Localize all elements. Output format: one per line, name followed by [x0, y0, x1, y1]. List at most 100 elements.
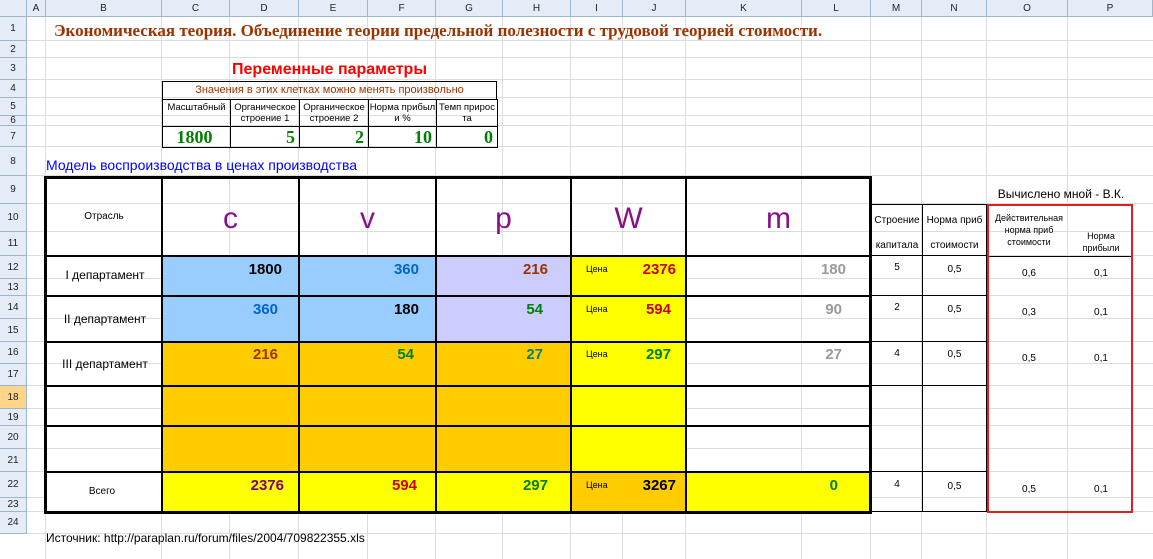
row-header-6[interactable]: 6 [0, 115, 27, 126]
cell-w-row1[interactable] [571, 256, 686, 296]
column-header-a[interactable]: A [27, 0, 46, 17]
row-header-9[interactable]: 9 [0, 176, 27, 204]
row-header-17[interactable]: 17 [0, 364, 27, 386]
row-header-23[interactable]: 23 [0, 498, 27, 512]
sheet-title: Экономическая теория. Объединение теории… [54, 21, 823, 40]
value-v-total: 594 [391, 477, 417, 494]
column-header-l[interactable]: L [802, 0, 871, 17]
param-value-3[interactable]: 2 [299, 126, 369, 148]
column-header-m[interactable]: M [871, 0, 922, 17]
cell-w-row4[interactable] [571, 386, 686, 426]
column-header-n[interactable]: N [922, 0, 987, 17]
side-header-rate-2: стоимости [930, 240, 979, 251]
row-header-4[interactable]: 4 [0, 80, 27, 98]
value-m-dept2: 90 [825, 301, 842, 318]
row-header-3[interactable]: 3 [0, 58, 27, 80]
computed-b-row1: 0,1 [1094, 268, 1108, 279]
param-header-2: Органическое строение 1 [230, 99, 300, 127]
header-p: p [495, 202, 512, 235]
column-header-e[interactable]: E [299, 0, 368, 17]
param-header-5: Темп прироста [436, 99, 498, 127]
row-header-12[interactable]: 12 [0, 256, 27, 279]
price-label-dept2: Цена [586, 304, 608, 314]
cell-c-row2[interactable] [162, 296, 299, 342]
param-value-2[interactable]: 5 [230, 126, 300, 148]
side-a-total: 4 [894, 479, 900, 490]
column-header-c[interactable]: C [162, 0, 230, 17]
param-header-3: Органическое строение 2 [299, 99, 369, 127]
column-header-i[interactable]: I [571, 0, 623, 17]
side-header-rate-1: Норма приб [926, 215, 983, 226]
row-header-5[interactable]: 5 [0, 98, 27, 116]
computed-header-1: Действительная норма приб стоимости [994, 213, 1064, 247]
row-header-22[interactable]: 22 [0, 472, 27, 498]
row-header-15[interactable]: 15 [0, 319, 27, 342]
computed-a-row2: 0,3 [1022, 307, 1036, 318]
row-header-1[interactable]: 1 [0, 17, 27, 41]
row-label-dept1: I департамент [65, 268, 145, 282]
value-p-dept1: 216 [522, 261, 548, 278]
column-header-f[interactable]: F [368, 0, 436, 17]
side-a-row2: 2 [894, 302, 900, 313]
price-label-total: Цена [586, 480, 608, 490]
computed-a-row1: 0,6 [1022, 268, 1036, 279]
cell-v-row1[interactable] [299, 256, 436, 296]
computed-a-row3: 0,5 [1022, 353, 1036, 364]
row-header-20[interactable]: 20 [0, 426, 27, 449]
row-header-11[interactable]: 11 [0, 232, 27, 256]
column-header-b[interactable]: B [46, 0, 162, 17]
row-header-16[interactable]: 16 [0, 342, 27, 364]
column-header-k[interactable]: K [686, 0, 802, 17]
cell-p-row1[interactable] [436, 256, 571, 296]
branch-header: Отрасль [84, 211, 124, 222]
param-value-1[interactable]: 1800 [162, 126, 231, 148]
cell-w-row3[interactable] [571, 342, 686, 386]
row-header-24[interactable]: 24 [0, 512, 27, 534]
cell-m-total[interactable] [686, 472, 871, 512]
column-header-d[interactable]: D [230, 0, 299, 17]
cell-empty-row4[interactable] [162, 386, 571, 426]
cell-c-row1[interactable] [162, 256, 299, 296]
side-a-row3: 4 [894, 348, 900, 359]
cell-c-total[interactable] [162, 472, 571, 512]
column-header-o[interactable]: O [987, 0, 1068, 17]
column-header-h[interactable]: H [503, 0, 571, 17]
header-m: m [766, 202, 791, 235]
computed-b-row2: 0,1 [1094, 307, 1108, 318]
row-header-10[interactable]: 10 [0, 204, 27, 232]
param-value-5[interactable]: 0 [436, 126, 498, 148]
value-m-dept1: 180 [820, 261, 846, 278]
cell-w-row5[interactable] [571, 426, 686, 472]
row-header-19[interactable]: 19 [0, 409, 27, 426]
cell-v-row2[interactable] [299, 296, 436, 342]
cell-w-row2[interactable] [571, 296, 686, 342]
cell-w-total[interactable] [571, 472, 686, 512]
value-p-dept3: 27 [526, 346, 543, 363]
cell-empty-row5[interactable] [162, 426, 571, 472]
cell-c-row3[interactable] [162, 342, 571, 386]
param-value-4[interactable]: 10 [368, 126, 437, 148]
value-p-dept2: 54 [526, 301, 543, 318]
row-header-18[interactable]: 18 [0, 386, 27, 409]
row-header-7[interactable]: 7 [0, 126, 27, 147]
value-v-dept2: 180 [393, 301, 419, 318]
cell-total-label[interactable] [46, 472, 162, 512]
cell-p-row2[interactable] [436, 296, 571, 342]
column-header-p[interactable]: P [1068, 0, 1153, 17]
row-header-2[interactable]: 2 [0, 41, 27, 58]
side-b-row3: 0,5 [947, 349, 962, 360]
select-all-corner[interactable] [0, 0, 27, 17]
column-header-g[interactable]: G [436, 0, 503, 17]
value-m-total: 0 [829, 477, 838, 494]
row-label-total: Всего [88, 486, 116, 497]
value-p-total: 297 [522, 477, 548, 494]
value-v-dept1: 360 [393, 261, 419, 278]
row-header-21[interactable]: 21 [0, 449, 27, 472]
row-header-13[interactable]: 13 [0, 279, 27, 296]
header-w: W [614, 202, 643, 235]
computed-b-total: 0,1 [1094, 484, 1108, 495]
row-header-14[interactable]: 14 [0, 296, 27, 319]
model-title: Модель воспроизводства в ценах производс… [46, 157, 358, 173]
column-header-j[interactable]: J [623, 0, 686, 17]
row-header-8[interactable]: 8 [0, 147, 27, 176]
